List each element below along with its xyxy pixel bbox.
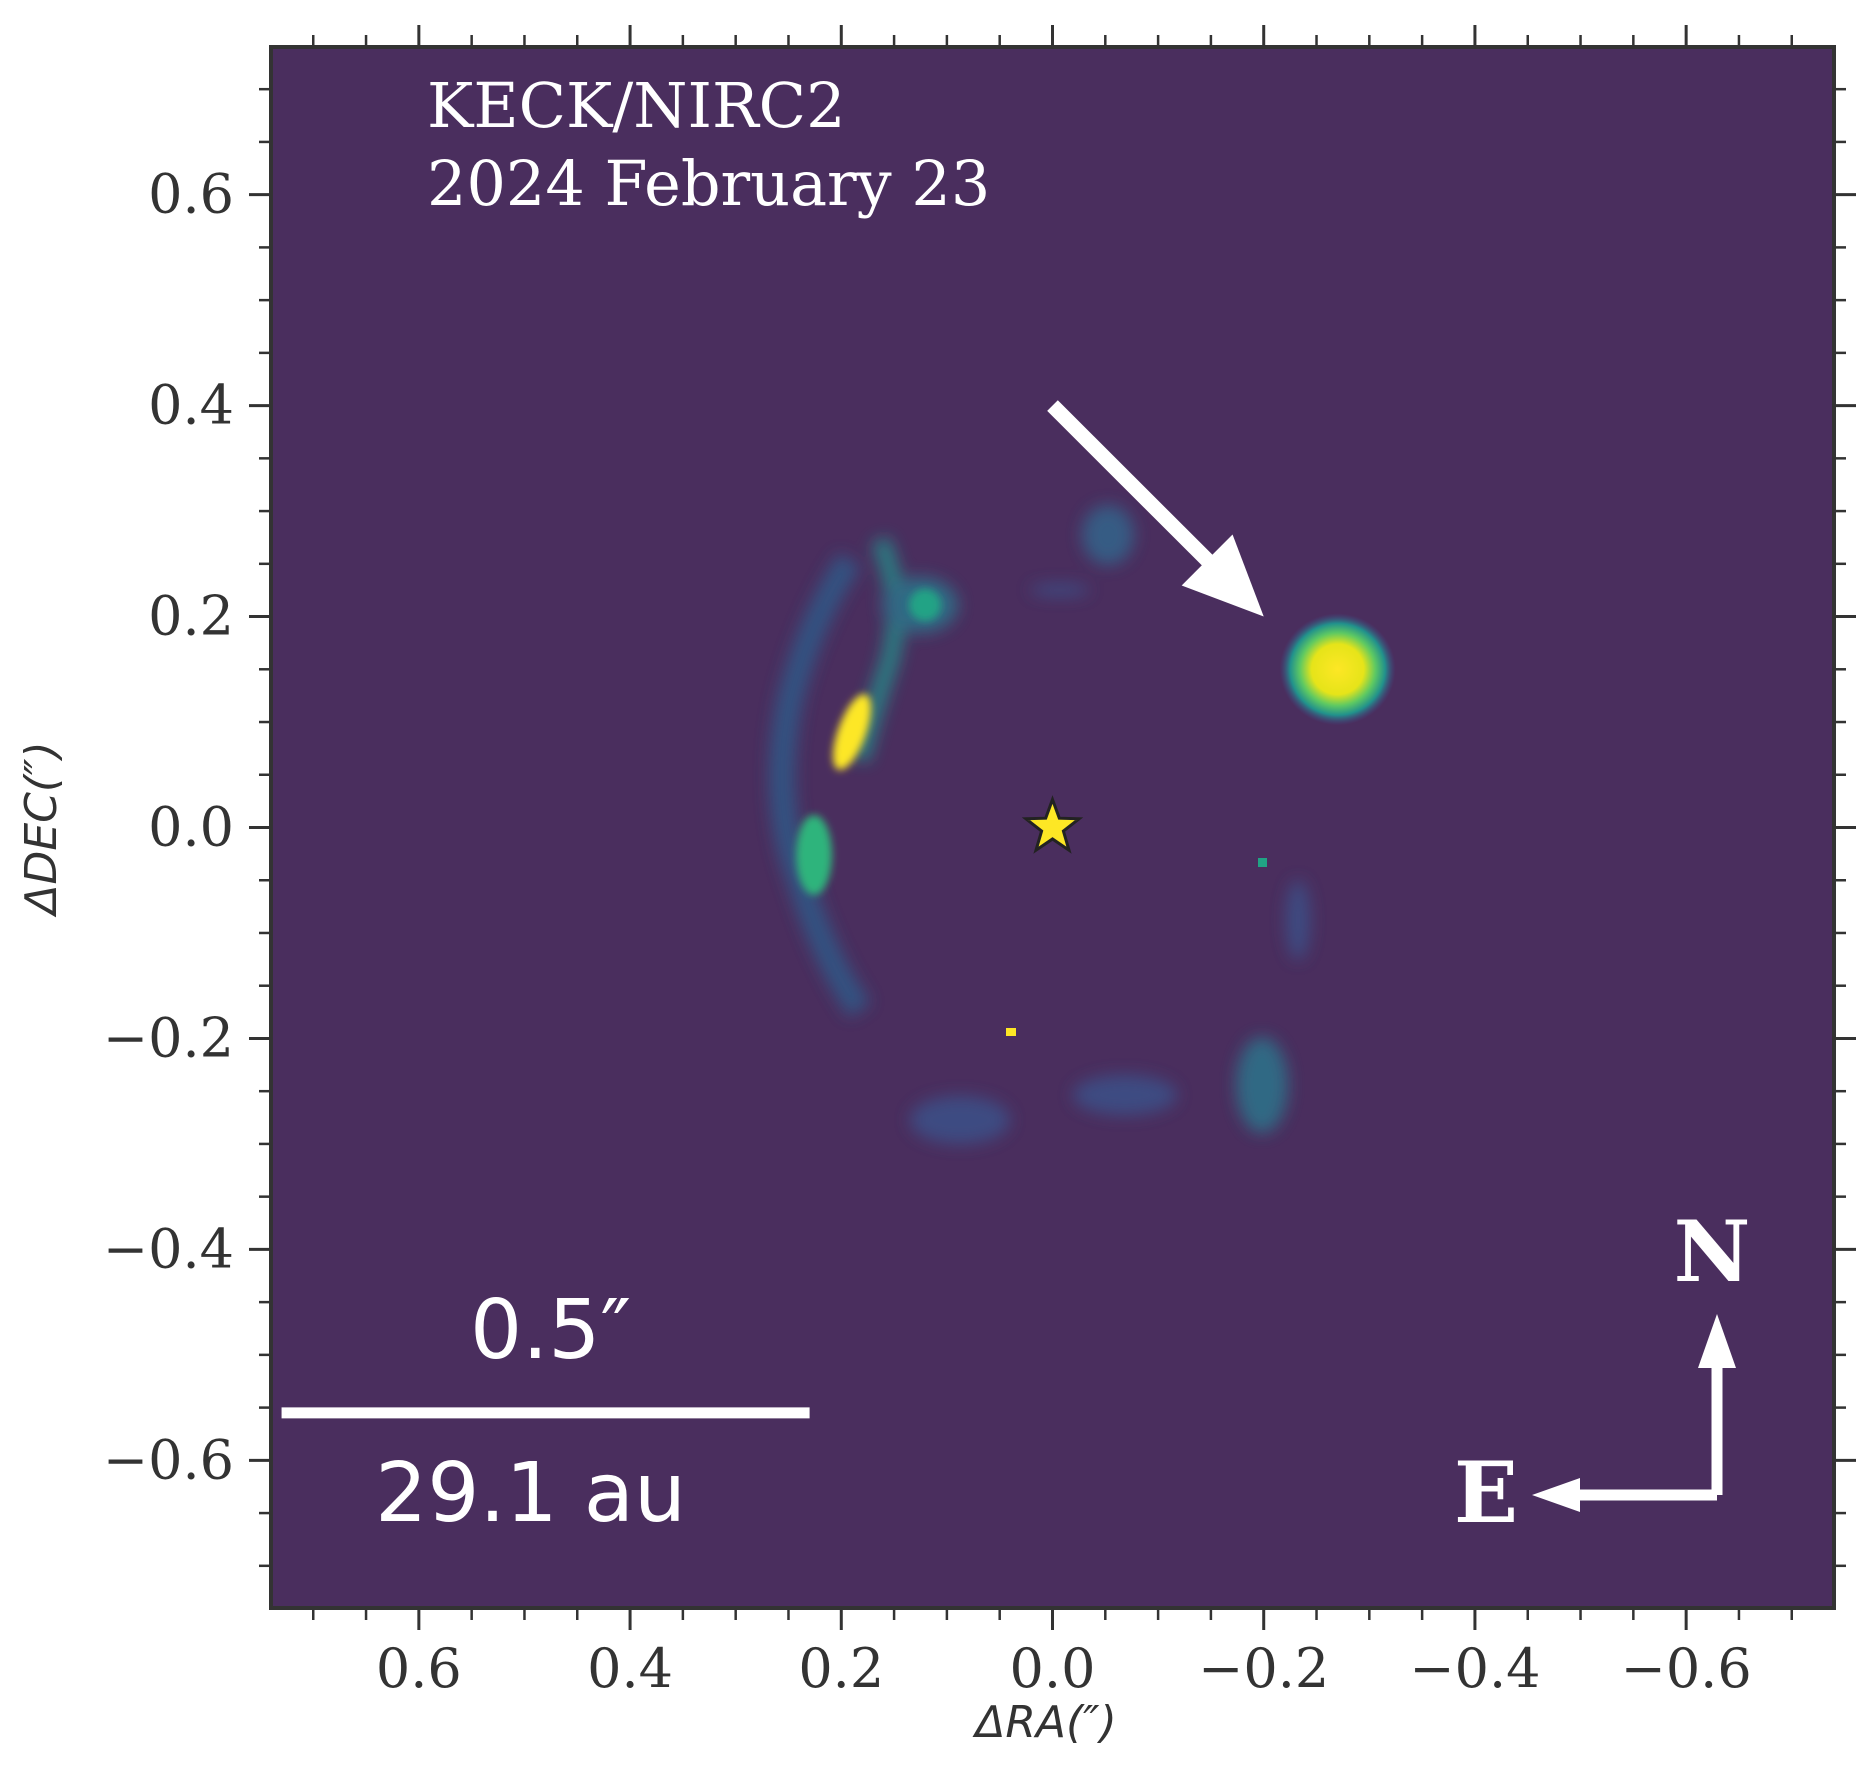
x-tick-label: 0.2 <box>798 1637 884 1700</box>
speckle-blob-4 <box>910 1096 1010 1144</box>
bright-speckles <box>796 589 941 895</box>
pointer-arrow-shaft <box>1047 400 1216 569</box>
companion-pointer-arrow <box>1047 400 1264 617</box>
speckle-arc-east-north <box>851 536 905 763</box>
companion-planet <box>1279 613 1396 726</box>
instrument-label: KECK/NIRC2 <box>427 69 846 142</box>
compass-rose: N E <box>1454 1202 1750 1542</box>
x-tick-labels: 0.6 0.4 0.2 0.0 −0.2 −0.4 −0.6 <box>376 1637 1752 1700</box>
x-tick-label: −0.4 <box>1409 1637 1540 1700</box>
green-speckle-nw <box>909 589 941 621</box>
y-tick-label: −0.2 <box>103 1006 234 1069</box>
bright-speckle-west <box>833 694 871 770</box>
y-tick-label: 0.4 <box>148 374 234 437</box>
x-tick-label: −0.2 <box>1198 1637 1329 1700</box>
speckle-blob-6 <box>1286 880 1310 960</box>
pixel-speckle-2 <box>1258 858 1267 867</box>
east-arrow-head <box>1532 1478 1580 1512</box>
speckle-blob-5 <box>1073 1075 1177 1115</box>
y-tick-labels: 0.6 0.4 0.2 0.0 −0.2 −0.4 −0.6 <box>103 163 234 1492</box>
scale-bar-physical-label: 29.1 au <box>375 1446 686 1541</box>
host-star-marker <box>1021 795 1084 854</box>
green-speckle-west <box>796 815 832 895</box>
x-axis-label: ΔRA(″) <box>972 1697 1117 1748</box>
pixel-speckle-1 <box>1006 1028 1016 1036</box>
north-arrow-head <box>1698 1314 1736 1368</box>
y-tick-label: 0.2 <box>148 585 234 648</box>
speckle-blob-7 <box>1030 584 1090 596</box>
date-label: 2024 February 23 <box>427 147 990 220</box>
speckle-blob-3 <box>1236 1037 1288 1133</box>
pointer-arrow-head <box>1181 534 1264 617</box>
plot-frame <box>269 45 1836 1610</box>
image-residuals <box>769 505 1396 1144</box>
x-tick-label: 0.6 <box>376 1637 462 1700</box>
x-tick-label: 0.4 <box>587 1637 673 1700</box>
scale-bar-angular-label: 0.5″ <box>470 1283 631 1378</box>
y-tick-label: −0.4 <box>103 1217 234 1280</box>
y-axis-label: ΔDEC(″) <box>16 741 67 917</box>
major-ticks <box>249 25 1856 1630</box>
x-tick-label: −0.6 <box>1621 1637 1752 1700</box>
compass-north-label: N <box>1674 1202 1751 1301</box>
y-tick-label: 0.0 <box>148 796 234 859</box>
speckle-blob-2 <box>1082 505 1134 565</box>
compass-east-label: E <box>1454 1443 1518 1542</box>
speckle-arc-west <box>769 552 871 1018</box>
y-tick-label: −0.6 <box>103 1428 234 1491</box>
x-tick-label: 0.0 <box>1010 1637 1096 1700</box>
y-tick-label: 0.6 <box>148 163 234 226</box>
compass-arrows <box>1575 1365 1723 1501</box>
